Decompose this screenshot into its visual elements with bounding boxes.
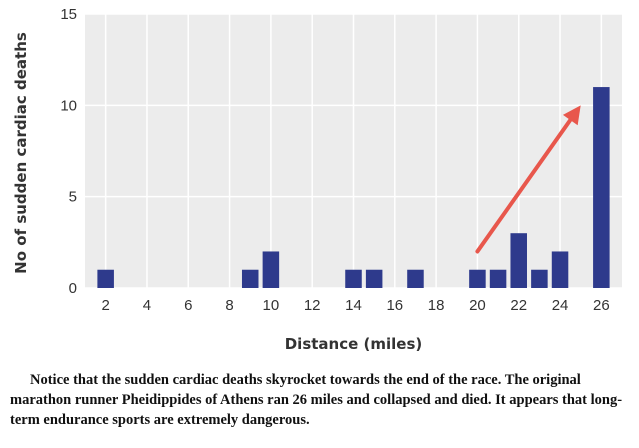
x-tick-label: 26 [593, 297, 610, 314]
bar [551, 251, 569, 288]
trend-arrow [475, 105, 581, 254]
y-tick-label: 15 [60, 6, 77, 23]
arrow-shaft [475, 118, 573, 254]
y-tick-label: 0 [69, 280, 77, 297]
figure-caption: Notice that the sudden cardiac deaths sk… [10, 372, 623, 428]
y-axis-ticks: 0 5 10 15 [60, 6, 77, 297]
x-tick-label: 20 [469, 297, 486, 314]
x-tick-label: 6 [184, 297, 192, 314]
x-tick-label: 16 [386, 297, 403, 314]
arrow-head [562, 105, 581, 126]
x-tick-label: 22 [510, 297, 527, 314]
bar [531, 269, 548, 288]
x-axis-label: Distance (miles) [285, 335, 423, 353]
bar [262, 251, 280, 288]
bar [241, 269, 259, 288]
y-axis-label: No of sudden cardiac deaths [12, 32, 30, 274]
bar [407, 269, 424, 288]
x-tick-label: 14 [345, 297, 362, 314]
x-tick-label: 18 [428, 297, 445, 314]
bar [345, 269, 362, 288]
gridlines [85, 13, 622, 289]
bar [469, 269, 486, 288]
y-tick-label: 5 [69, 189, 77, 206]
bar [365, 269, 383, 288]
x-tick-label: 24 [552, 297, 569, 314]
x-axis-ticks: 2 4 6 8 10 12 14 16 18 20 22 24 26 [101, 297, 609, 314]
x-tick-label: 4 [143, 297, 151, 314]
x-tick-label: 10 [263, 297, 280, 314]
bar [593, 87, 610, 288]
bar [489, 269, 507, 288]
bar [510, 233, 527, 288]
x-tick-label: 8 [225, 297, 233, 314]
bars [97, 87, 610, 288]
bar [97, 269, 114, 288]
x-tick-label: 2 [101, 297, 109, 314]
y-tick-label: 10 [60, 97, 77, 114]
x-tick-label: 12 [304, 297, 321, 314]
